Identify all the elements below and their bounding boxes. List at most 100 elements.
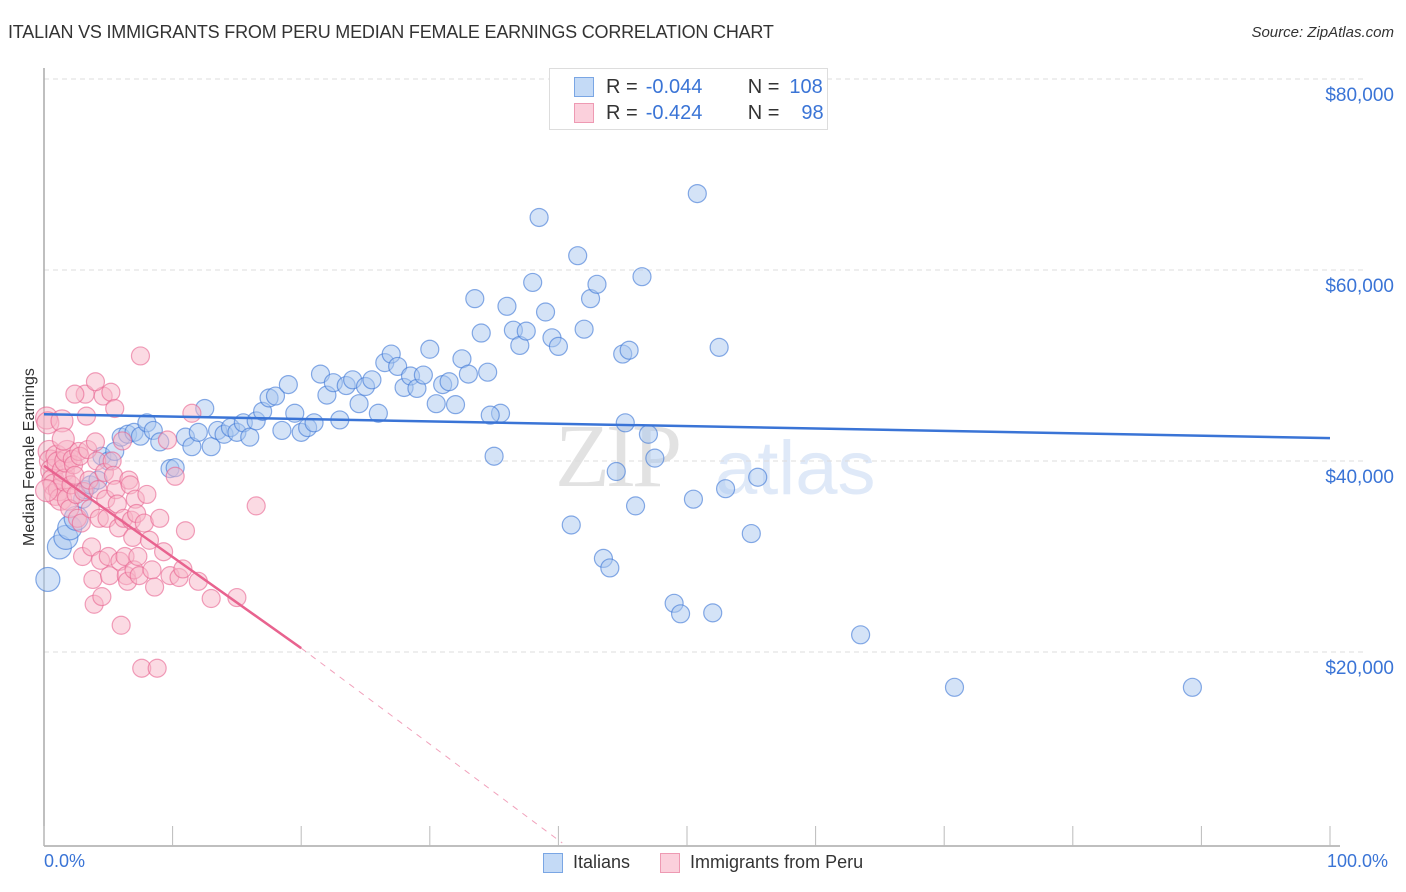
r-value-italians: -0.044 [645, 75, 703, 98]
data-point [92, 587, 112, 607]
data-point [497, 296, 517, 316]
data-point [35, 566, 61, 593]
n-value-italians: 108 [789, 75, 823, 98]
data-point [111, 615, 131, 635]
legend-label-italians: Italians [573, 852, 631, 872]
data-point [137, 484, 157, 505]
data-point [175, 521, 196, 541]
data-point [272, 420, 292, 441]
data-point [240, 427, 260, 447]
watermark-atlas: atlas [715, 426, 876, 511]
data-point [85, 432, 106, 452]
y-tick-80000: $80,000 [1325, 85, 1394, 106]
data-point [561, 515, 581, 535]
data-point [568, 246, 588, 266]
data-point [426, 394, 446, 414]
data-point [535, 302, 556, 322]
y-tick-40000: $40,000 [1325, 467, 1394, 488]
x-tick-100: 100.0% [1327, 851, 1389, 871]
peru-swatch-icon [660, 852, 681, 873]
data-point [188, 422, 208, 442]
data-point [123, 527, 143, 548]
data-point [615, 413, 635, 433]
data-point [741, 523, 761, 544]
data-point [458, 364, 478, 384]
data-point [670, 604, 691, 624]
data-point [478, 362, 498, 382]
n-label: N = [747, 101, 780, 124]
data-point [574, 319, 594, 339]
data-point [529, 207, 549, 228]
data-point [157, 430, 178, 450]
data-point [703, 603, 723, 623]
data-point [445, 395, 466, 415]
data-point [130, 346, 151, 366]
data-point [51, 427, 75, 451]
data-point [101, 382, 121, 402]
data-point [548, 336, 569, 356]
data-point [619, 340, 639, 360]
data-point [388, 356, 408, 377]
data-point [201, 437, 221, 457]
chart-title: ITALIAN VS IMMIGRANTS FROM PERU MEDIAN F… [8, 22, 774, 42]
data-point [715, 479, 736, 499]
r-value-peru: -0.424 [645, 101, 703, 124]
x-tick-0: 0.0% [44, 851, 86, 871]
data-point [851, 625, 871, 645]
data-point [278, 375, 298, 395]
data-point [71, 513, 91, 533]
data-point [362, 370, 382, 390]
data-point [304, 413, 324, 433]
legend-label-peru: Immigrants from Peru [690, 852, 864, 872]
data-point [480, 405, 500, 425]
data-point [748, 467, 768, 487]
data-point [65, 384, 85, 404]
data-point [484, 446, 504, 466]
trend-line-extension [300, 647, 563, 844]
data-point [606, 461, 626, 482]
r-label: R = [606, 101, 638, 124]
legend-item-italians[interactable]: Italians [543, 852, 630, 873]
data-point [142, 560, 162, 580]
legend-item-peru[interactable]: Immigrants from Peru [660, 852, 863, 873]
legend-row-peru: R = -0.424 N = 98 [574, 101, 824, 125]
data-point [368, 403, 388, 423]
data-point [112, 431, 133, 451]
y-tick-60000: $60,000 [1325, 276, 1394, 297]
data-point [105, 398, 125, 419]
trend-line [43, 464, 302, 650]
data-point [34, 479, 59, 503]
y-tick-20000: $20,000 [1325, 658, 1394, 679]
data-point [439, 372, 459, 392]
data-point [182, 403, 202, 423]
data-point [523, 272, 543, 293]
data-point [147, 658, 167, 678]
data-point [465, 289, 485, 309]
data-point [420, 339, 440, 359]
data-point [687, 184, 707, 204]
data-point [265, 386, 286, 406]
data-point [128, 546, 148, 567]
n-value-peru: 98 [801, 101, 824, 124]
data-point [632, 267, 652, 287]
data-point [600, 558, 620, 578]
data-point [165, 466, 185, 486]
data-point [201, 588, 221, 609]
correlation-legend: R = -0.044 N = 108 R = -0.424 N = 98 [549, 68, 828, 130]
data-point [944, 677, 965, 697]
data-point [516, 321, 536, 341]
data-point [81, 537, 102, 557]
series-legend: Italians Immigrants from Peru [543, 852, 893, 873]
data-point [709, 337, 729, 357]
trend-line [43, 412, 1331, 440]
source-label: Source: ZipAtlas.com [1251, 24, 1394, 41]
data-point [246, 496, 266, 516]
italians-swatch-icon [574, 77, 594, 97]
n-label: N = [747, 75, 780, 98]
data-point [173, 559, 193, 579]
data-point [471, 323, 491, 343]
italians-swatch-icon [543, 852, 563, 873]
data-point [85, 372, 106, 392]
data-point [150, 508, 170, 528]
